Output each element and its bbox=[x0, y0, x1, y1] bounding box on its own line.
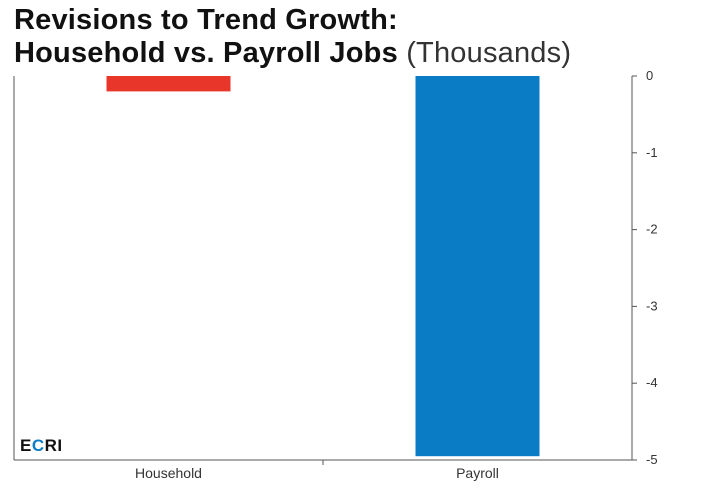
bar-payroll bbox=[415, 76, 540, 457]
y-tick-label-3: -3 bbox=[646, 298, 658, 313]
y-tick-label-1: -1 bbox=[646, 145, 658, 160]
x-tick-label-household: Household bbox=[135, 465, 202, 481]
x-tick-label-payroll: Payroll bbox=[456, 465, 499, 481]
bar-household bbox=[106, 76, 231, 92]
y-tick-label-5: -5 bbox=[646, 452, 658, 467]
title-line-2: Household vs. Payroll Jobs bbox=[14, 37, 398, 69]
chart-title: Revisions to Trend Growth: Household vs.… bbox=[14, 4, 571, 70]
y-tick-label-0: 0 bbox=[646, 68, 653, 83]
logo-letter-e: E bbox=[20, 436, 32, 455]
logo-letters-ri: RI bbox=[44, 436, 63, 455]
title-unit: (Thousands) bbox=[406, 37, 572, 69]
title-line-1: Revisions to Trend Growth: bbox=[14, 4, 398, 36]
y-tick-label-4: -4 bbox=[646, 375, 658, 390]
logo-letter-c: C bbox=[31, 436, 45, 455]
ecri-logo: ECRI bbox=[20, 436, 63, 456]
y-tick-label-2: -2 bbox=[646, 222, 658, 237]
